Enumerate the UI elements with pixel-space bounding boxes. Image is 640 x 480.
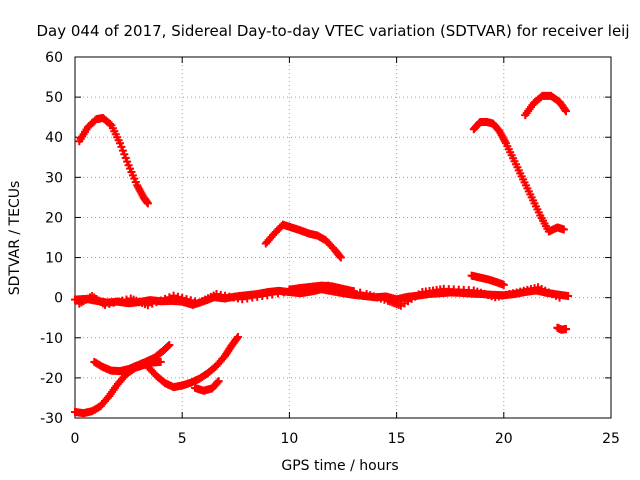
data-point (143, 199, 152, 208)
data-point (156, 357, 165, 366)
data-point (178, 293, 187, 302)
data-point (121, 153, 130, 162)
data-point (273, 289, 282, 298)
chart-title: Day 044 of 2017, Sidereal Day-to-day VTE… (36, 22, 629, 40)
x-tick-label: 0 (71, 431, 80, 447)
data-point (106, 119, 115, 128)
x-tick-label: 5 (178, 431, 187, 447)
data-point (182, 295, 191, 304)
data-point (117, 142, 126, 151)
data-point (120, 150, 129, 159)
x-tick-label: 10 (280, 431, 298, 447)
series-arc-3 (90, 340, 174, 376)
y-tick-label: 10 (45, 251, 63, 267)
data-point (161, 294, 170, 303)
data-point (564, 292, 573, 301)
data-point (164, 342, 173, 351)
x-axis-label: GPS time / hours (281, 458, 398, 474)
y-tick-label: -20 (40, 371, 63, 387)
series-arc-1 (75, 113, 152, 208)
data-point (143, 301, 152, 310)
data-point (330, 283, 339, 292)
data-point (561, 107, 570, 116)
plot-frame (74, 56, 612, 419)
data-point (152, 298, 161, 307)
data-point (214, 377, 223, 386)
data-point (349, 287, 358, 296)
series-arc-4 (143, 332, 242, 392)
data-point (173, 292, 182, 301)
series-near-zero-b (75, 281, 564, 310)
y-tick-label: 0 (54, 291, 63, 307)
y-axis-label: SDTVAR / TECUs (7, 181, 23, 296)
y-tick-label: -10 (40, 331, 63, 347)
x-tick-label: 15 (388, 431, 406, 447)
series-arc-5 (191, 377, 223, 395)
data-point (323, 281, 332, 290)
x-tick-label: 25 (602, 431, 620, 447)
data-point (186, 296, 195, 305)
data-point (113, 297, 122, 306)
data-point (233, 332, 242, 341)
data-point (279, 288, 288, 297)
data-series (71, 91, 573, 418)
data-point (555, 293, 564, 302)
series-arc-10 (553, 323, 570, 334)
data-point (268, 290, 277, 299)
data-point (561, 324, 570, 333)
data-point (559, 225, 568, 234)
data-point (118, 296, 127, 305)
data-point (356, 288, 365, 297)
data-point (291, 286, 300, 295)
data-point (560, 105, 569, 114)
y-tick-label: 20 (45, 210, 63, 226)
data-point (213, 378, 222, 387)
y-tick-label: 60 (45, 50, 63, 66)
data-point (499, 280, 508, 289)
data-point (336, 284, 345, 293)
axis-ticks: 0 5 10 15 20 25 -30 -20 -10 0 10 20 30 40 50 60 (40, 50, 620, 447)
series-arc-9 (467, 271, 508, 289)
data-point (105, 299, 114, 308)
y-tick-label: 30 (45, 170, 63, 186)
data-point (116, 139, 125, 148)
data-point (101, 300, 110, 309)
data-point (191, 297, 200, 306)
data-point (336, 253, 345, 262)
data-point (343, 285, 352, 294)
data-point (148, 299, 157, 308)
series-arc-8 (521, 91, 570, 120)
data-point (156, 296, 165, 305)
series-arc-6 (261, 220, 345, 262)
data-point (122, 295, 131, 304)
data-point (109, 298, 118, 307)
data-point (232, 334, 241, 343)
data-point (123, 157, 132, 166)
data-point (165, 340, 174, 349)
series-arc-7 (469, 117, 568, 236)
y-tick-label: -30 (40, 411, 63, 427)
data-point (296, 285, 305, 294)
data-point (335, 252, 344, 261)
x-tick-label: 20 (495, 431, 513, 447)
data-point (285, 287, 294, 296)
y-tick-label: 40 (45, 130, 63, 146)
data-point (169, 291, 178, 300)
data-point (165, 293, 174, 302)
y-tick-label: 50 (45, 90, 63, 106)
data-point (118, 146, 127, 155)
